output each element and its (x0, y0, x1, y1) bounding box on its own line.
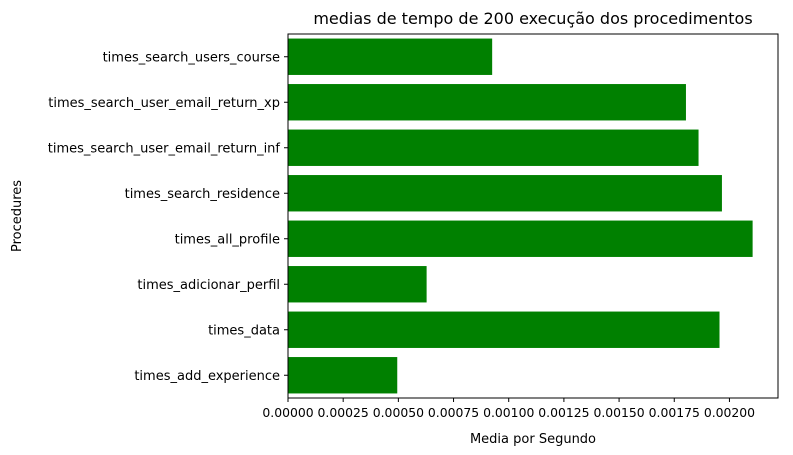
y-tick-label: times_search_user_email_return_inf (48, 141, 281, 156)
y-tick-label: times_search_residence (125, 187, 280, 202)
bar-times_add_experience (288, 357, 398, 394)
bars-group (288, 38, 753, 394)
x-tick-label: 0.00200 (704, 405, 755, 420)
plot-area-frame (287, 33, 779, 399)
bar-times_search_residence (288, 175, 722, 212)
x-tick-label: 0.00100 (483, 405, 534, 420)
y-tick-label: times_search_user_email_return_xp (48, 96, 280, 111)
y-tick-label: times_data (208, 323, 280, 338)
y-tick-label: times_add_experience (134, 369, 280, 384)
bar-times_search_user_email_return_inf (288, 129, 699, 166)
bar-times_search_user_email_return_xp (288, 84, 686, 121)
x-tick-label: 0.00025 (318, 405, 369, 420)
x-tick-label: 0.00175 (649, 405, 700, 420)
x-tick-label: 0.00000 (262, 405, 313, 420)
x-axis-label: Media por Segundo (470, 432, 596, 447)
y-axis-label: Procedures (10, 180, 25, 252)
y-tick-label: times_search_users_course (103, 50, 280, 65)
bar-times_all_profile (288, 220, 753, 257)
bar-times_data (288, 311, 720, 348)
bar-times_search_users_course (288, 38, 493, 75)
bar-times_adicionar_perfil (288, 266, 427, 303)
x-tick-label: 0.00075 (428, 405, 479, 420)
x-tick-label: 0.00050 (373, 405, 424, 420)
y-ticks-group: times_add_experience times_data times_adic… (48, 50, 288, 384)
x-tick-label: 0.00150 (593, 405, 644, 420)
x-tick-label: 0.00125 (538, 405, 589, 420)
y-tick-label: times_all_profile (175, 232, 280, 247)
y-tick-label: times_adicionar_perfil (137, 278, 280, 293)
chart-title: medias de tempo de 200 execução dos proc… (313, 9, 752, 28)
x-ticks-group: 0.00000 0.00025 0.00050 0.00075 0.00100 0.001… (262, 398, 755, 420)
